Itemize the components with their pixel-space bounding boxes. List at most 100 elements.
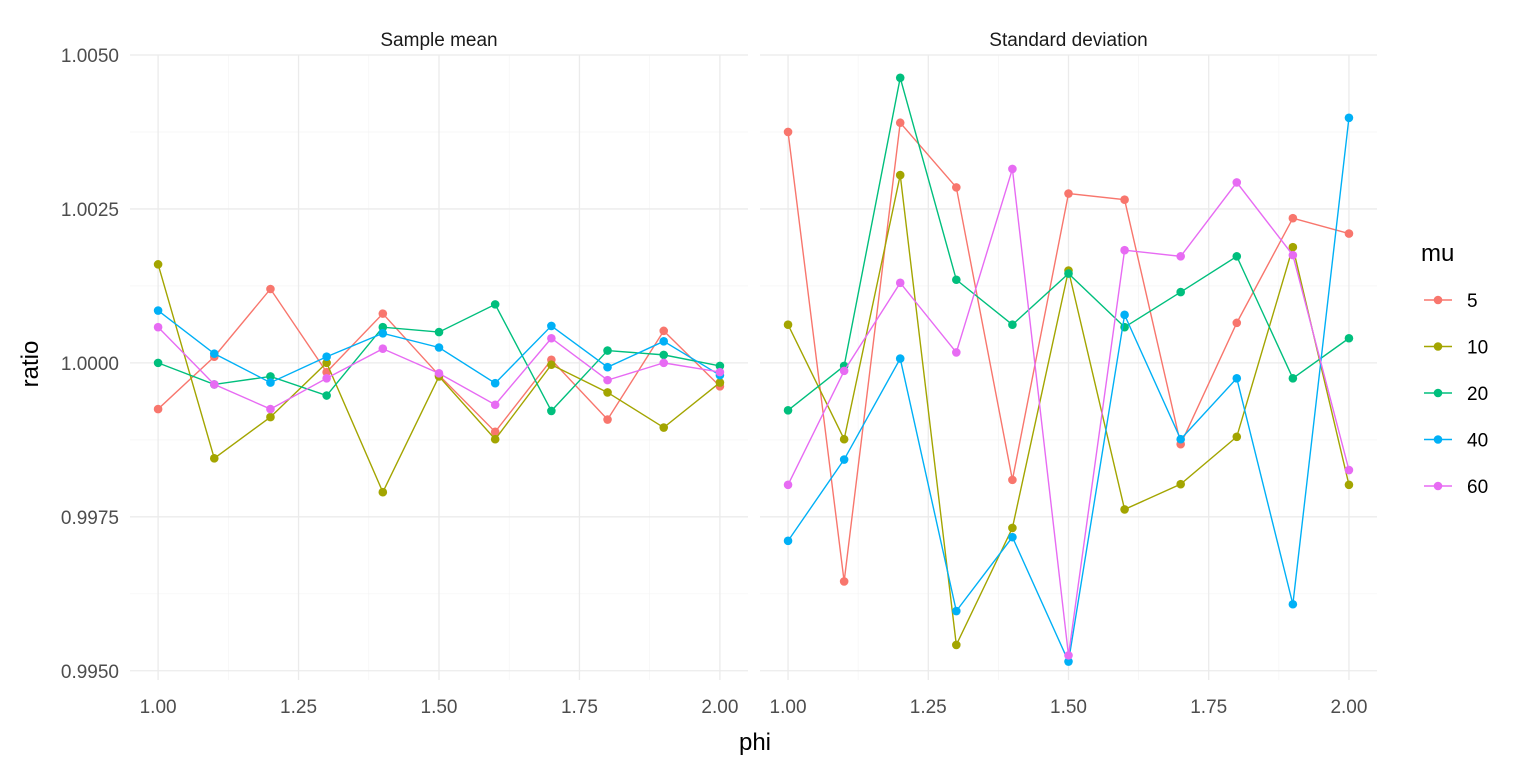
x-tick-label: 1.25 xyxy=(280,697,317,718)
data-point xyxy=(1232,252,1242,261)
y-axis-title: ratio xyxy=(17,341,44,388)
data-point xyxy=(783,320,793,330)
x-tick-label: 1.00 xyxy=(770,697,807,718)
data-point xyxy=(1344,465,1354,475)
data-point xyxy=(153,358,163,368)
data-point xyxy=(378,487,388,497)
data-point xyxy=(603,346,612,355)
data-point xyxy=(1232,432,1242,442)
data-point xyxy=(715,367,725,377)
data-point xyxy=(895,118,905,128)
data-point xyxy=(266,404,275,414)
x-tick-label: 2.00 xyxy=(701,697,738,718)
data-point xyxy=(266,284,275,294)
legend-label: 20 xyxy=(1467,384,1488,405)
legend-label: 10 xyxy=(1467,338,1488,359)
data-point xyxy=(952,348,961,357)
data-point xyxy=(783,480,793,490)
data-point xyxy=(659,337,669,346)
legend-label: 40 xyxy=(1467,431,1488,452)
y-tick-label: 1.0025 xyxy=(61,200,119,221)
data-point xyxy=(1344,113,1354,123)
y-tick-label: 0.9950 xyxy=(61,662,119,683)
panel-title: Standard deviation xyxy=(989,30,1147,51)
data-point xyxy=(153,260,163,269)
data-point xyxy=(952,606,961,616)
data-point xyxy=(378,322,388,332)
data-point xyxy=(895,354,905,363)
data-point xyxy=(209,349,219,358)
data-point xyxy=(1344,333,1354,343)
data-point xyxy=(839,455,849,464)
data-point xyxy=(839,434,849,444)
legend-item-mu-10: 10 xyxy=(1424,338,1488,359)
data-point xyxy=(1120,505,1129,514)
data-point xyxy=(322,358,331,368)
data-point xyxy=(1176,287,1185,297)
x-axis-title: phi xyxy=(739,729,771,756)
data-point xyxy=(952,183,961,192)
data-point xyxy=(1232,318,1242,328)
x-tick-label: 1.00 xyxy=(140,697,177,718)
x-tick-label: 2.00 xyxy=(1330,697,1367,718)
data-point xyxy=(603,415,612,424)
data-point xyxy=(783,127,793,137)
data-point xyxy=(1008,523,1017,533)
data-point xyxy=(434,369,444,378)
legend-key-point xyxy=(1433,481,1443,491)
series-mu-60 xyxy=(783,164,1354,660)
data-point xyxy=(490,300,500,309)
data-point xyxy=(1344,229,1354,238)
data-point xyxy=(1232,373,1242,383)
data-point xyxy=(547,333,556,343)
y-tick-label: 1.0050 xyxy=(61,46,119,67)
data-point xyxy=(783,536,793,546)
data-point xyxy=(153,322,163,332)
data-point xyxy=(603,375,612,385)
data-point xyxy=(490,400,500,410)
data-point xyxy=(547,321,556,331)
data-point xyxy=(1120,245,1129,255)
data-point xyxy=(895,170,905,180)
data-point xyxy=(603,388,612,397)
legend-title: mu xyxy=(1421,240,1454,267)
data-point xyxy=(1120,195,1129,205)
data-point xyxy=(952,275,961,285)
data-point xyxy=(1176,252,1185,261)
data-point xyxy=(839,577,849,586)
data-point xyxy=(209,454,219,463)
data-point xyxy=(1008,164,1017,174)
data-point xyxy=(1064,269,1073,278)
legend: mu 5 10 20 40 60 xyxy=(1421,240,1488,498)
data-point xyxy=(547,406,556,416)
data-point xyxy=(1008,532,1017,542)
legend-item-mu-60: 60 xyxy=(1424,477,1488,498)
data-point xyxy=(603,362,612,372)
data-point xyxy=(153,306,163,315)
data-point xyxy=(153,404,163,414)
data-point xyxy=(715,378,725,387)
data-point xyxy=(952,640,961,650)
series-mu-40 xyxy=(153,306,725,388)
data-point xyxy=(1288,242,1298,252)
legend-items: 5 10 20 40 60 xyxy=(1424,291,1488,498)
data-point xyxy=(322,373,331,383)
panel-title: Sample mean xyxy=(380,30,497,51)
legend-key-point xyxy=(1433,388,1443,398)
data-point xyxy=(1288,250,1298,260)
data-point xyxy=(1064,657,1073,666)
x-tick-label: 1.75 xyxy=(561,697,598,718)
panel-standard-deviation: Standard deviation 1.00 1.25 1.50 1.75 2.00 xyxy=(760,30,1377,718)
data-point xyxy=(1232,178,1242,187)
data-point xyxy=(895,278,905,288)
data-point xyxy=(266,378,275,387)
legend-key-point xyxy=(1433,295,1443,305)
data-point xyxy=(1288,373,1298,383)
data-point xyxy=(322,352,331,362)
data-point xyxy=(1288,213,1298,223)
data-point xyxy=(490,427,500,437)
data-point xyxy=(1064,189,1073,198)
data-point xyxy=(1008,320,1017,330)
data-point xyxy=(839,366,849,376)
data-point xyxy=(322,367,331,377)
